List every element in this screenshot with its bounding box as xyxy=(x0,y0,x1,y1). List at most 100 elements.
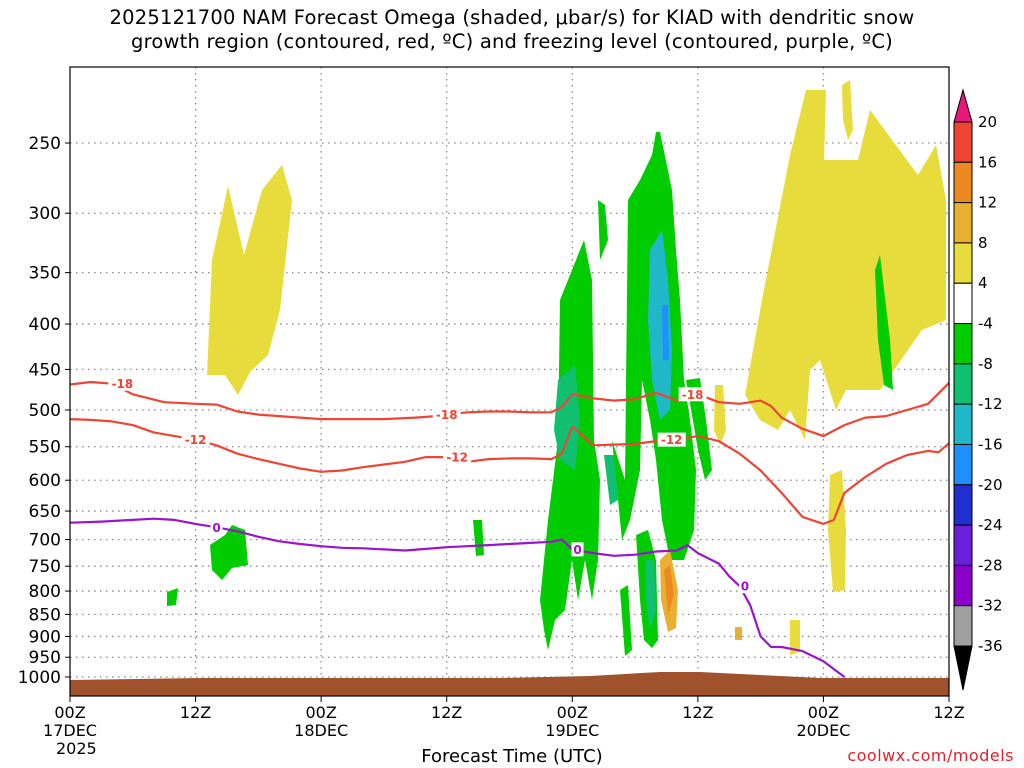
x-tick-label: 20DEC xyxy=(796,721,850,740)
x-tick-label: 00Z xyxy=(305,703,336,722)
colorbar-segment xyxy=(953,605,973,647)
colorbar-label: -20 xyxy=(978,476,1003,494)
omega-region-negative xyxy=(554,365,580,470)
contour-label-bg xyxy=(210,520,223,535)
colorbar-segment xyxy=(953,282,973,325)
terrain-surface xyxy=(70,672,949,696)
y-tick-label: 250 xyxy=(29,134,61,154)
x-tick-label: 00Z xyxy=(557,703,588,722)
colorbar-label: -4 xyxy=(978,315,993,333)
y-tick-label: 450 xyxy=(29,360,61,380)
colorbar-label: 8 xyxy=(978,234,988,252)
y-tick-label: 600 xyxy=(29,471,61,491)
x-axis-label: Forecast Time (UTC) xyxy=(421,746,603,767)
x-tick-label: 12Z xyxy=(933,703,964,722)
contour-label-bg xyxy=(678,387,707,402)
x-tick-label: 17DEC xyxy=(43,721,97,740)
x-tick-label: 19DEC xyxy=(545,721,599,740)
y-tick-label: 700 xyxy=(29,531,61,551)
y-tick-label: 800 xyxy=(29,582,61,602)
colorbar-label: 16 xyxy=(978,153,997,171)
credit-link[interactable]: coolwx.com/models xyxy=(847,746,1014,765)
colorbar-segment xyxy=(953,121,973,163)
omega-region-negative xyxy=(686,378,712,480)
y-tick-label: 550 xyxy=(29,438,61,458)
contour-label-bg xyxy=(432,407,461,422)
chart-title: 2025121700 NAM Forecast Omega (shaded, μ… xyxy=(0,6,1024,54)
colorbar-label: -36 xyxy=(978,637,1003,655)
colorbar-label: -24 xyxy=(978,516,1003,534)
plot-frame xyxy=(69,66,950,697)
omega-region-negative xyxy=(662,305,669,360)
omega-region-negative xyxy=(875,255,893,390)
omega-region-negative xyxy=(646,560,656,630)
omega-region-negative xyxy=(598,200,608,260)
x-tick-label: 12Z xyxy=(180,703,211,722)
contour-labels: -18 -18 -18 -12 -12 -12 0 0 0 xyxy=(108,376,751,594)
omega-region-negative xyxy=(473,520,484,556)
contour-label: -18 xyxy=(436,408,458,422)
x-tick-label: 18DEC xyxy=(294,721,348,740)
y-tick-label: 300 xyxy=(29,204,61,224)
x-tick-label: 00Z xyxy=(808,703,839,722)
x-tick-label: 12Z xyxy=(682,703,713,722)
y-tick-label: 400 xyxy=(29,315,61,335)
contour-label-bg xyxy=(657,432,686,447)
contour-label: -18 xyxy=(682,388,704,402)
contour-line-dgz xyxy=(70,418,949,525)
omega-region-positive xyxy=(745,90,946,440)
contour-label: 0 xyxy=(573,543,581,557)
y-tick-label: 350 xyxy=(29,264,61,284)
colorbar-label: -32 xyxy=(978,597,1003,615)
omega-region-positive xyxy=(828,470,846,592)
omega-region-positive xyxy=(207,165,292,395)
contour-line-freezing-level xyxy=(70,517,846,678)
colorbar-label: -8 xyxy=(978,355,993,373)
colorbar-top-triangle xyxy=(953,88,973,123)
omega-colorbar: 20 16 12 8 4 -4 -8 -12 -16 -20 -24 -28 -32 -36 xyxy=(953,88,1003,691)
temperature-contours xyxy=(70,380,949,678)
x-tick-label: 12Z xyxy=(431,703,462,722)
y-tick-label: 850 xyxy=(29,605,61,625)
contour-label-bg xyxy=(443,450,472,465)
y-tick-label: 1000 xyxy=(18,668,61,688)
colorbar-segment xyxy=(953,202,973,244)
y-tick-label: 650 xyxy=(29,502,61,522)
axes: 2503003504004505005506006507007508008509… xyxy=(18,134,965,758)
title-line-1: 2025121700 NAM Forecast Omega (shaded, μ… xyxy=(109,6,915,29)
x-tick-label: 00Z xyxy=(54,703,85,722)
contour-label-bg xyxy=(571,542,584,557)
title-line-2: growth region (contoured, red, ºC) and f… xyxy=(131,30,893,53)
colorbar-bottom-triangle xyxy=(953,645,973,691)
contour-label: 0 xyxy=(212,521,220,535)
y-tick-label: 900 xyxy=(29,627,61,647)
contour-label-bg xyxy=(738,579,751,594)
contour-label: -18 xyxy=(111,377,133,391)
omega-region-negative xyxy=(648,230,672,420)
colorbar-segment xyxy=(953,443,973,486)
colorbar-segment xyxy=(953,323,973,365)
colorbar-segment xyxy=(953,363,973,405)
omega-shading xyxy=(167,80,946,656)
omega-region-positive xyxy=(664,565,674,615)
contour-label: -12 xyxy=(185,433,207,447)
contour-label: 0 xyxy=(741,580,749,594)
colorbar-label: -16 xyxy=(978,435,1003,453)
omega-region-positive xyxy=(842,80,853,140)
contour-label: -12 xyxy=(446,451,468,465)
colorbar-label: -12 xyxy=(978,395,1003,413)
colorbar-label: 4 xyxy=(978,274,988,292)
contour-label: -12 xyxy=(661,433,683,447)
omega-region-positive xyxy=(714,385,726,445)
colorbar-label: 12 xyxy=(978,194,997,212)
colorbar-segment xyxy=(953,403,973,445)
omega-region-negative xyxy=(210,525,248,580)
colorbar-segment xyxy=(953,484,973,526)
omega-region-positive xyxy=(790,620,800,655)
contour-line-dgz xyxy=(70,380,949,438)
omega-region-negative xyxy=(604,455,618,505)
contour-label-bg xyxy=(181,432,210,447)
omega-region-negative xyxy=(620,585,632,656)
colorbar-segment xyxy=(953,161,973,204)
